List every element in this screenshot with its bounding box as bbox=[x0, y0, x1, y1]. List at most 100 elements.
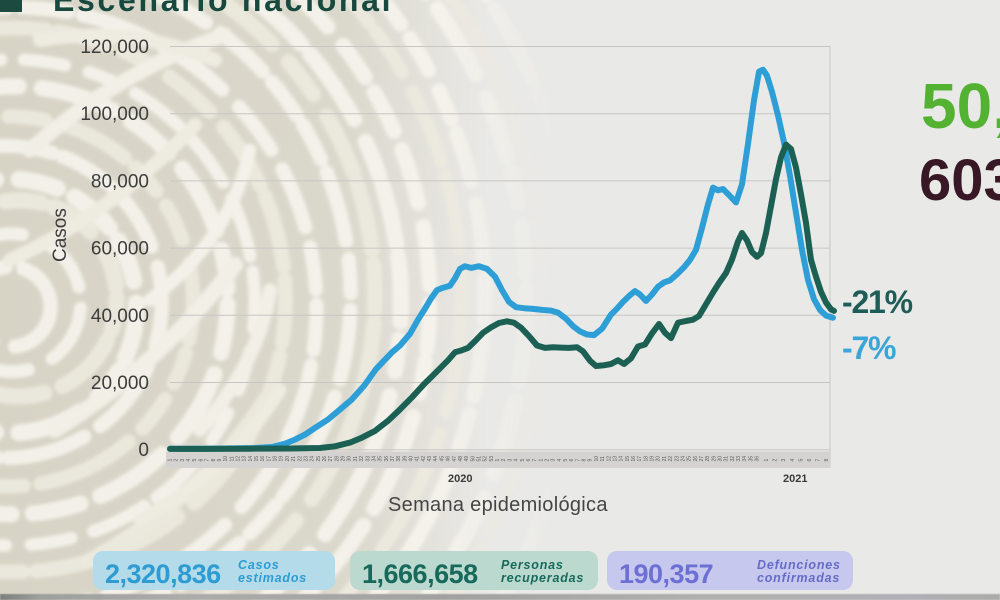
svg-text:21: 21 bbox=[291, 456, 297, 462]
svg-text:15: 15 bbox=[625, 456, 631, 462]
svg-text:6: 6 bbox=[569, 459, 575, 462]
svg-text:35: 35 bbox=[378, 456, 384, 462]
svg-text:24: 24 bbox=[680, 456, 686, 462]
svg-text:13: 13 bbox=[613, 456, 619, 462]
svg-text:22: 22 bbox=[297, 456, 303, 462]
svg-text:26: 26 bbox=[322, 456, 328, 462]
svg-text:33: 33 bbox=[365, 456, 371, 462]
svg-text:12: 12 bbox=[606, 456, 612, 462]
svg-text:11: 11 bbox=[229, 456, 235, 461]
svg-text:21: 21 bbox=[662, 456, 668, 462]
svg-text:20: 20 bbox=[656, 456, 662, 462]
svg-text:5: 5 bbox=[798, 459, 804, 462]
svg-text:37: 37 bbox=[390, 456, 396, 462]
svg-text:8: 8 bbox=[582, 459, 588, 462]
svg-text:80,000: 80,000 bbox=[91, 171, 149, 192]
svg-text:7: 7 bbox=[532, 459, 538, 462]
svg-text:2: 2 bbox=[773, 459, 779, 462]
svg-text:9: 9 bbox=[588, 459, 594, 462]
svg-text:2: 2 bbox=[174, 459, 180, 462]
svg-text:8: 8 bbox=[211, 459, 217, 462]
svg-text:100,000: 100,000 bbox=[80, 104, 149, 125]
svg-text:2: 2 bbox=[545, 459, 551, 462]
svg-text:9: 9 bbox=[217, 459, 223, 462]
svg-text:34: 34 bbox=[742, 456, 748, 462]
svg-text:23: 23 bbox=[674, 456, 680, 462]
svg-text:3: 3 bbox=[507, 459, 513, 462]
svg-text:12: 12 bbox=[236, 456, 242, 462]
svg-text:27: 27 bbox=[328, 456, 334, 462]
svg-text:42: 42 bbox=[421, 456, 427, 462]
svg-text:14: 14 bbox=[619, 456, 625, 462]
svg-text:6: 6 bbox=[198, 459, 204, 462]
svg-text:40: 40 bbox=[409, 456, 415, 462]
svg-text:0: 0 bbox=[138, 440, 149, 461]
svg-text:7: 7 bbox=[816, 459, 822, 462]
svg-text:1: 1 bbox=[495, 459, 501, 462]
svg-text:43: 43 bbox=[427, 456, 433, 462]
svg-text:3: 3 bbox=[551, 459, 557, 462]
svg-text:7: 7 bbox=[205, 459, 211, 462]
svg-text:53: 53 bbox=[489, 456, 495, 462]
svg-text:5: 5 bbox=[192, 459, 198, 462]
svg-text:29: 29 bbox=[711, 456, 717, 462]
svg-text:47: 47 bbox=[452, 456, 458, 462]
svg-text:2: 2 bbox=[501, 459, 507, 462]
svg-text:51: 51 bbox=[477, 456, 483, 462]
svg-text:29: 29 bbox=[341, 456, 347, 462]
svg-text:28: 28 bbox=[705, 456, 711, 462]
svg-text:4: 4 bbox=[514, 459, 520, 462]
svg-text:4: 4 bbox=[186, 459, 192, 462]
svg-text:6: 6 bbox=[526, 459, 532, 462]
svg-text:10: 10 bbox=[223, 456, 229, 462]
svg-text:34: 34 bbox=[371, 456, 377, 462]
svg-text:36: 36 bbox=[384, 456, 390, 462]
svg-text:46: 46 bbox=[446, 456, 452, 462]
svg-text:50: 50 bbox=[470, 456, 476, 462]
svg-text:19: 19 bbox=[650, 456, 656, 462]
svg-text:60,000: 60,000 bbox=[91, 239, 149, 260]
svg-text:27: 27 bbox=[699, 456, 705, 462]
svg-text:23: 23 bbox=[304, 456, 310, 462]
svg-text:45: 45 bbox=[439, 456, 445, 462]
svg-text:38: 38 bbox=[396, 456, 402, 462]
svg-text:41: 41 bbox=[415, 456, 421, 462]
svg-text:33: 33 bbox=[736, 456, 742, 462]
svg-text:32: 32 bbox=[730, 456, 736, 462]
svg-text:26: 26 bbox=[693, 456, 699, 462]
svg-text:18: 18 bbox=[273, 456, 279, 462]
svg-text:14: 14 bbox=[248, 456, 254, 462]
svg-text:52: 52 bbox=[483, 456, 489, 462]
svg-text:15: 15 bbox=[254, 456, 260, 462]
svg-text:22: 22 bbox=[668, 456, 674, 462]
svg-text:31: 31 bbox=[724, 456, 730, 462]
svg-text:3: 3 bbox=[781, 459, 787, 462]
svg-text:32: 32 bbox=[359, 456, 365, 462]
svg-text:48: 48 bbox=[458, 456, 464, 462]
svg-text:30: 30 bbox=[718, 456, 724, 462]
svg-text:5: 5 bbox=[563, 459, 569, 462]
svg-text:44: 44 bbox=[433, 456, 439, 462]
svg-text:4: 4 bbox=[557, 459, 563, 462]
svg-text:16: 16 bbox=[631, 456, 637, 462]
svg-text:20,000: 20,000 bbox=[91, 373, 149, 394]
svg-text:28: 28 bbox=[334, 456, 340, 462]
svg-text:3: 3 bbox=[180, 459, 186, 462]
svg-text:17: 17 bbox=[637, 456, 643, 462]
svg-text:16: 16 bbox=[260, 456, 266, 462]
svg-text:40,000: 40,000 bbox=[91, 306, 149, 327]
svg-text:13: 13 bbox=[242, 456, 248, 462]
svg-text:120,000: 120,000 bbox=[80, 37, 149, 58]
svg-text:5: 5 bbox=[520, 459, 526, 462]
svg-text:1: 1 bbox=[764, 459, 770, 462]
svg-text:39: 39 bbox=[402, 456, 408, 462]
svg-text:36: 36 bbox=[755, 456, 761, 462]
svg-text:35: 35 bbox=[748, 456, 754, 462]
svg-text:1: 1 bbox=[538, 459, 544, 462]
svg-text:19: 19 bbox=[279, 456, 285, 462]
svg-text:7: 7 bbox=[575, 459, 581, 462]
svg-text:4: 4 bbox=[790, 459, 796, 462]
svg-text:25: 25 bbox=[687, 456, 693, 462]
svg-text:25: 25 bbox=[316, 456, 322, 462]
svg-text:49: 49 bbox=[464, 456, 470, 462]
